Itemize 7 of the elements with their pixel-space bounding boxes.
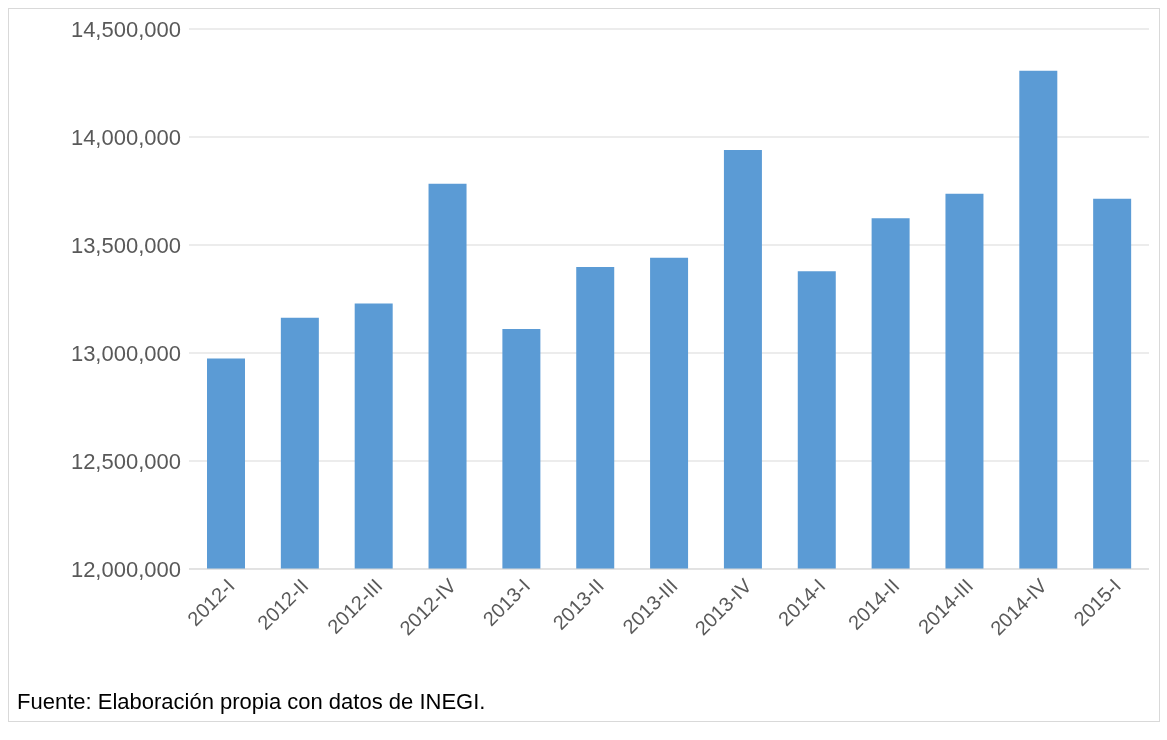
y-tick-label: 13,000,000 bbox=[70, 340, 181, 366]
y-tick-label: 14,000,000 bbox=[70, 124, 181, 150]
y-tick-label: 12,000,000 bbox=[70, 556, 181, 582]
source-note: Fuente: Elaboración propia con datos de INEGI. bbox=[16, 689, 487, 716]
y-tick-label: 14,500,000 bbox=[70, 16, 181, 42]
y-tick-label: 12,500,000 bbox=[70, 448, 181, 474]
y-tick-label: 13,500,000 bbox=[70, 232, 181, 258]
